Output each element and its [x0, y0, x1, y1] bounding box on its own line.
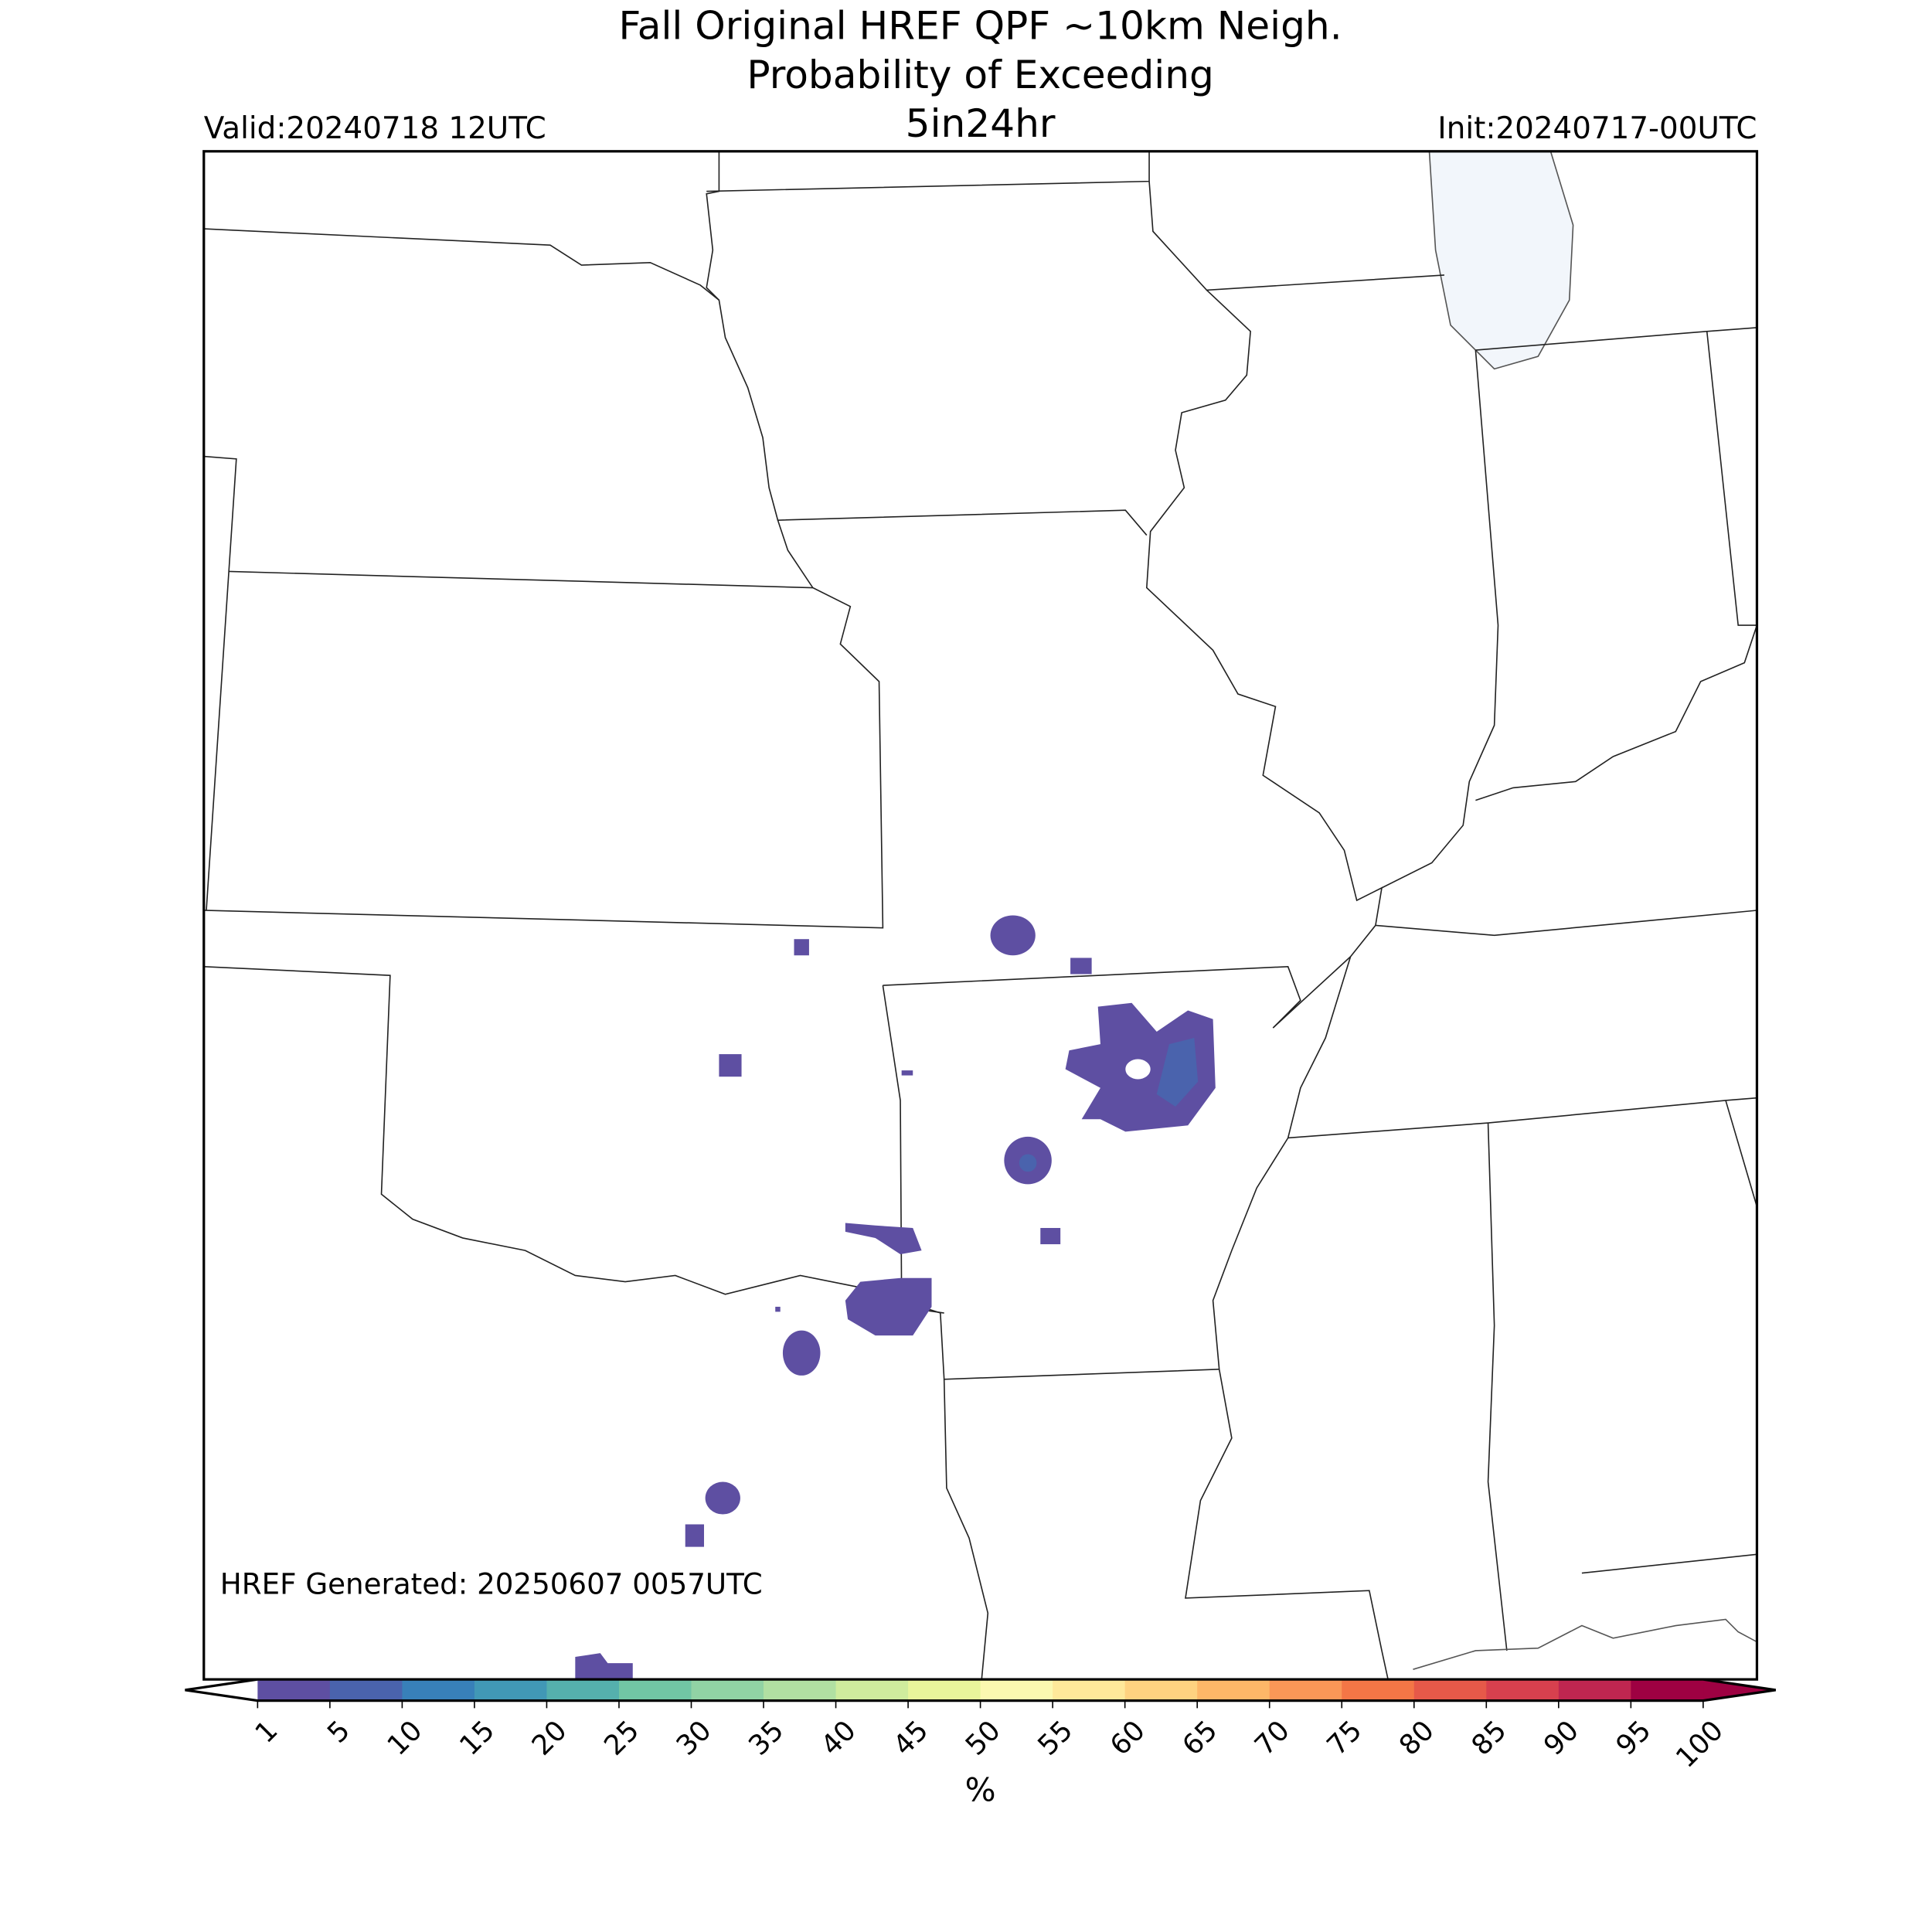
colorbar-tick-label: 10 — [382, 1715, 429, 1762]
colorbar-tick-label: 50 — [960, 1715, 1007, 1762]
colorbar-segment — [1124, 1679, 1198, 1701]
colorbar-under — [185, 1679, 258, 1701]
colorbar-label: % — [965, 1770, 996, 1808]
title-line: 5in24hr — [906, 100, 1056, 146]
colorbar-tick-label: 1 — [250, 1715, 284, 1750]
colorbar-tick-label: 40 — [815, 1715, 862, 1762]
lake-michigan — [1428, 151, 1574, 370]
colorbar-segment — [618, 1679, 692, 1701]
state-borders — [203, 151, 1757, 1680]
colorbar-tick-label: 80 — [1393, 1715, 1440, 1762]
colorbar-tick-label: 90 — [1538, 1715, 1585, 1762]
colorbar-segment — [908, 1679, 981, 1701]
colorbar-tick-label: 25 — [598, 1715, 645, 1762]
colorbar-segment — [764, 1679, 837, 1701]
colorbar-segment — [546, 1679, 620, 1701]
title-line: Fall Original HREF QPF ~10km Neigh. — [619, 3, 1342, 49]
colorbar-segment — [474, 1679, 548, 1701]
colorbar-segment — [1631, 1679, 1704, 1701]
colorbar-tick-label: 95 — [1611, 1715, 1658, 1762]
colorbar-segment — [691, 1679, 764, 1701]
init-time: Init:20240717-00UTC — [1437, 111, 1757, 146]
colorbar-segment — [1342, 1679, 1415, 1701]
map — [203, 151, 1757, 1680]
colorbar-segment — [835, 1679, 909, 1701]
colorbar-tick-label: 85 — [1465, 1715, 1512, 1762]
colorbar-tick-label: 65 — [1176, 1715, 1223, 1762]
colorbar-tick-label: 100 — [1670, 1715, 1730, 1774]
colorbar-segment — [1269, 1679, 1343, 1701]
colorbar-segment — [329, 1679, 403, 1701]
valid-time: Valid:20240718 12UTC — [204, 111, 546, 146]
colorbar-segment — [257, 1679, 331, 1701]
generated-time: HREF Generated: 20250607 0057UTC — [220, 1566, 763, 1600]
title-line: Probability of Exceeding — [747, 52, 1214, 97]
map-frame — [202, 150, 1759, 1681]
colorbar-tick-label: 15 — [454, 1715, 501, 1762]
colorbar-tick-label: 20 — [526, 1715, 573, 1762]
colorbar-segment — [1197, 1679, 1270, 1701]
colorbar-tick-label: 35 — [743, 1715, 790, 1762]
colorbar-segment — [1053, 1679, 1126, 1701]
colorbar-tick-label: 5 — [321, 1715, 356, 1750]
probability-areas — [575, 915, 1216, 1680]
colorbar-tick-label: 45 — [887, 1715, 934, 1762]
colorbar-tick-label: 70 — [1249, 1715, 1296, 1762]
colorbar-segment — [980, 1679, 1053, 1701]
colorbar: 1 5 10 15 20 25 30 35 40 45 50 55 60 65 70 75 80 85 90 95 10… — [185, 1678, 1776, 1774]
colorbar-segment — [1413, 1679, 1488, 1701]
colorbar-segment — [1558, 1679, 1632, 1701]
colorbar-tick-label: 55 — [1032, 1715, 1079, 1762]
colorbar-tick-label: 60 — [1104, 1715, 1151, 1762]
colorbar-tick-label: 75 — [1321, 1715, 1368, 1762]
colorbar-segment — [1486, 1679, 1560, 1701]
colorbar-segment — [402, 1679, 475, 1701]
colorbar-over — [1702, 1679, 1776, 1701]
colorbar-tick-label: 30 — [671, 1715, 718, 1762]
